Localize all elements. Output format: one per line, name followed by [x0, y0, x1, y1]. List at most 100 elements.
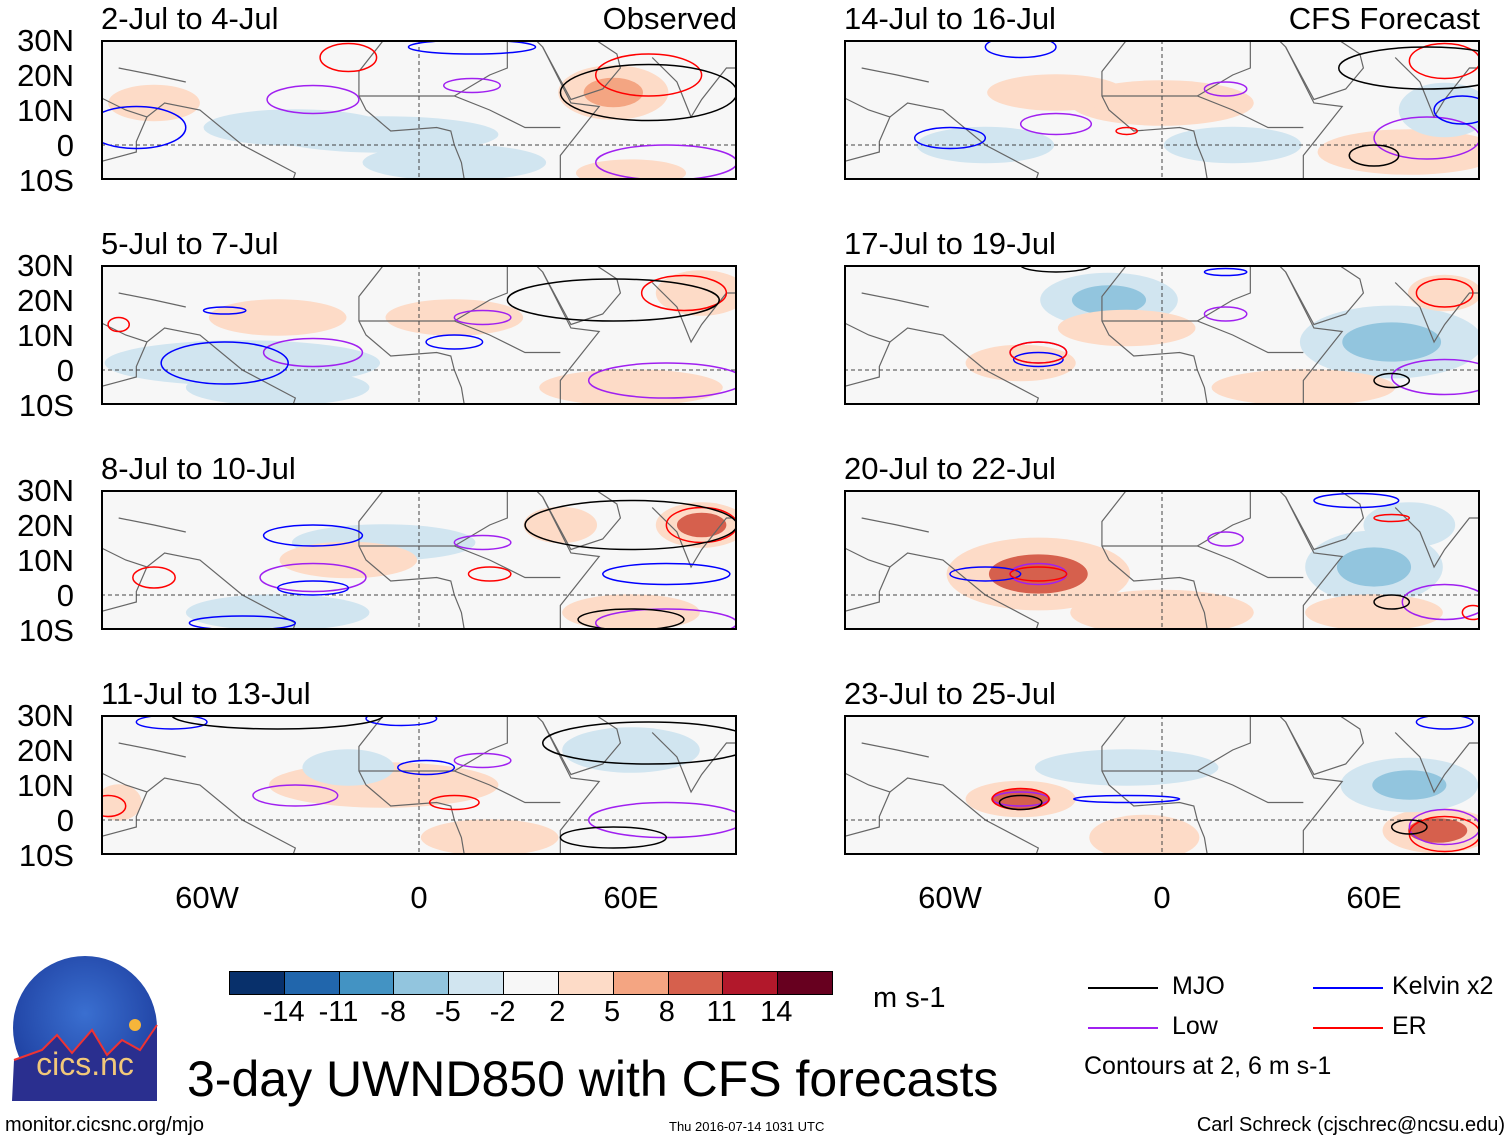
- column-header: CFS Forecast: [1288, 1, 1480, 36]
- coastline: [1197, 715, 1251, 772]
- legend-line-er: [1313, 1027, 1383, 1029]
- contour-low: [453, 309, 512, 326]
- wind-anomaly-shade: [185, 594, 370, 630]
- contour-note: Contours at 2, 6 m s-1: [1084, 1052, 1332, 1080]
- map-panel: [844, 715, 1480, 855]
- wind-anomaly-shade: [523, 506, 598, 544]
- colorbar-tick-label: 8: [658, 996, 675, 1028]
- contour-kelvin-x2: [202, 306, 247, 315]
- wind-anomaly-shade: [129, 93, 179, 113]
- contour-mjo: [506, 278, 720, 322]
- footer-url[interactable]: monitor.cicsnc.org/mjo: [5, 1114, 204, 1136]
- coastline: [534, 490, 601, 630]
- lon-label: 60W: [918, 880, 982, 915]
- colorbar-swatch: [449, 972, 505, 994]
- wind-anomaly-shade: [1363, 502, 1456, 548]
- wind-anomaly-shade: [1071, 285, 1147, 315]
- coastline: [1277, 490, 1344, 630]
- coastline: [542, 715, 622, 776]
- coastline: [1277, 265, 1344, 405]
- contour-mjo: [542, 721, 737, 765]
- contour-mjo: [577, 608, 685, 630]
- map-panel: [101, 490, 737, 630]
- wind-anomaly-shade: [101, 784, 142, 821]
- footer-author: Carl Schreck (cjschrec@ncsu.edu): [1196, 1114, 1505, 1136]
- lat-label: 20N: [17, 733, 74, 768]
- legend-label-mjo: MJO: [1172, 972, 1225, 1000]
- coastline: [358, 490, 465, 630]
- colorbar-tick-label: -2: [489, 996, 516, 1028]
- coastline: [534, 715, 601, 855]
- coastline: [651, 282, 737, 344]
- coastline: [358, 40, 465, 180]
- lat-label: 30N: [17, 473, 74, 508]
- wind-anomaly-shade: [1422, 824, 1453, 837]
- colorbar-tick-label: -8: [380, 996, 407, 1028]
- lon-label: 60W: [175, 880, 239, 915]
- coastline: [1394, 57, 1480, 119]
- colorbar-swatch: [394, 972, 450, 994]
- coastline: [1394, 282, 1480, 344]
- coastline: [844, 322, 1040, 405]
- contour-er: [1115, 126, 1139, 136]
- contour-kelvin-x2: [262, 524, 364, 547]
- lat-label: 10N: [17, 543, 74, 578]
- contour-kelvin-x2: [949, 566, 1022, 582]
- lat-label: 10S: [18, 163, 74, 198]
- coastline: [861, 742, 929, 758]
- lat-label: 30N: [17, 248, 74, 283]
- coastline: [1277, 715, 1344, 855]
- coastline: [542, 490, 622, 551]
- contour-er: [1009, 566, 1068, 582]
- contour-low: [266, 84, 360, 115]
- contour-low: [1401, 583, 1480, 621]
- panel-title: 23-Jul to 25-Jul: [844, 676, 1056, 711]
- wind-anomaly-shade: [689, 518, 715, 532]
- contour-low: [252, 784, 339, 807]
- coastline: [1394, 732, 1480, 794]
- contour-mjo: [559, 826, 668, 849]
- contour-mjo: [171, 715, 385, 730]
- wind-anomaly-shade: [208, 299, 347, 336]
- wind-anomaly-shade: [1089, 814, 1200, 855]
- contour-mjo: [1373, 594, 1411, 610]
- colorbar-tick-label: 14: [760, 996, 793, 1028]
- panel-title: 5-Jul to 7-Jul: [101, 226, 279, 261]
- coastline: [358, 715, 465, 855]
- coastline: [1285, 715, 1365, 776]
- colorbar-swatch: [230, 972, 285, 994]
- contour-low: [453, 534, 512, 551]
- contour-er: [132, 566, 176, 589]
- wind-anomaly-shade: [1013, 564, 1064, 584]
- coastline: [844, 566, 891, 613]
- coastline: [101, 322, 297, 405]
- colorbar-swatch: [284, 972, 340, 994]
- panel-title: 8-Jul to 10-Jul: [101, 451, 296, 486]
- legend-label-low: Low: [1172, 1012, 1218, 1040]
- wind-anomaly-shade: [268, 116, 499, 153]
- contour-kelvin-x2: [365, 715, 438, 727]
- wind-anomaly-shade: [185, 369, 370, 405]
- wind-anomaly-shade: [1305, 594, 1443, 630]
- contour-kelvin-x2: [1415, 715, 1474, 730]
- legend-line-low: [1088, 1027, 1158, 1029]
- coastline: [861, 517, 929, 533]
- wind-anomaly-shade: [583, 77, 643, 108]
- panel-frame: [844, 265, 1480, 405]
- lat-label: 10N: [17, 93, 74, 128]
- lat-label: 10N: [17, 318, 74, 353]
- coastline: [1197, 40, 1251, 97]
- coastline: [861, 292, 929, 308]
- contour-er: [640, 274, 728, 312]
- coastline: [844, 791, 891, 838]
- contour-kelvin-x2: [1313, 492, 1400, 509]
- lat-label: 10S: [18, 838, 74, 873]
- contour-kelvin-x2: [425, 334, 484, 350]
- coastline: [1101, 320, 1304, 354]
- contour-kelvin-x2: [984, 40, 1057, 59]
- contour-low: [1207, 531, 1245, 547]
- map-panel: [844, 265, 1480, 405]
- contour-kelvin-x2: [1433, 95, 1480, 125]
- wind-anomaly-shade: [1424, 283, 1465, 303]
- legend-label-er: ER: [1392, 1012, 1427, 1040]
